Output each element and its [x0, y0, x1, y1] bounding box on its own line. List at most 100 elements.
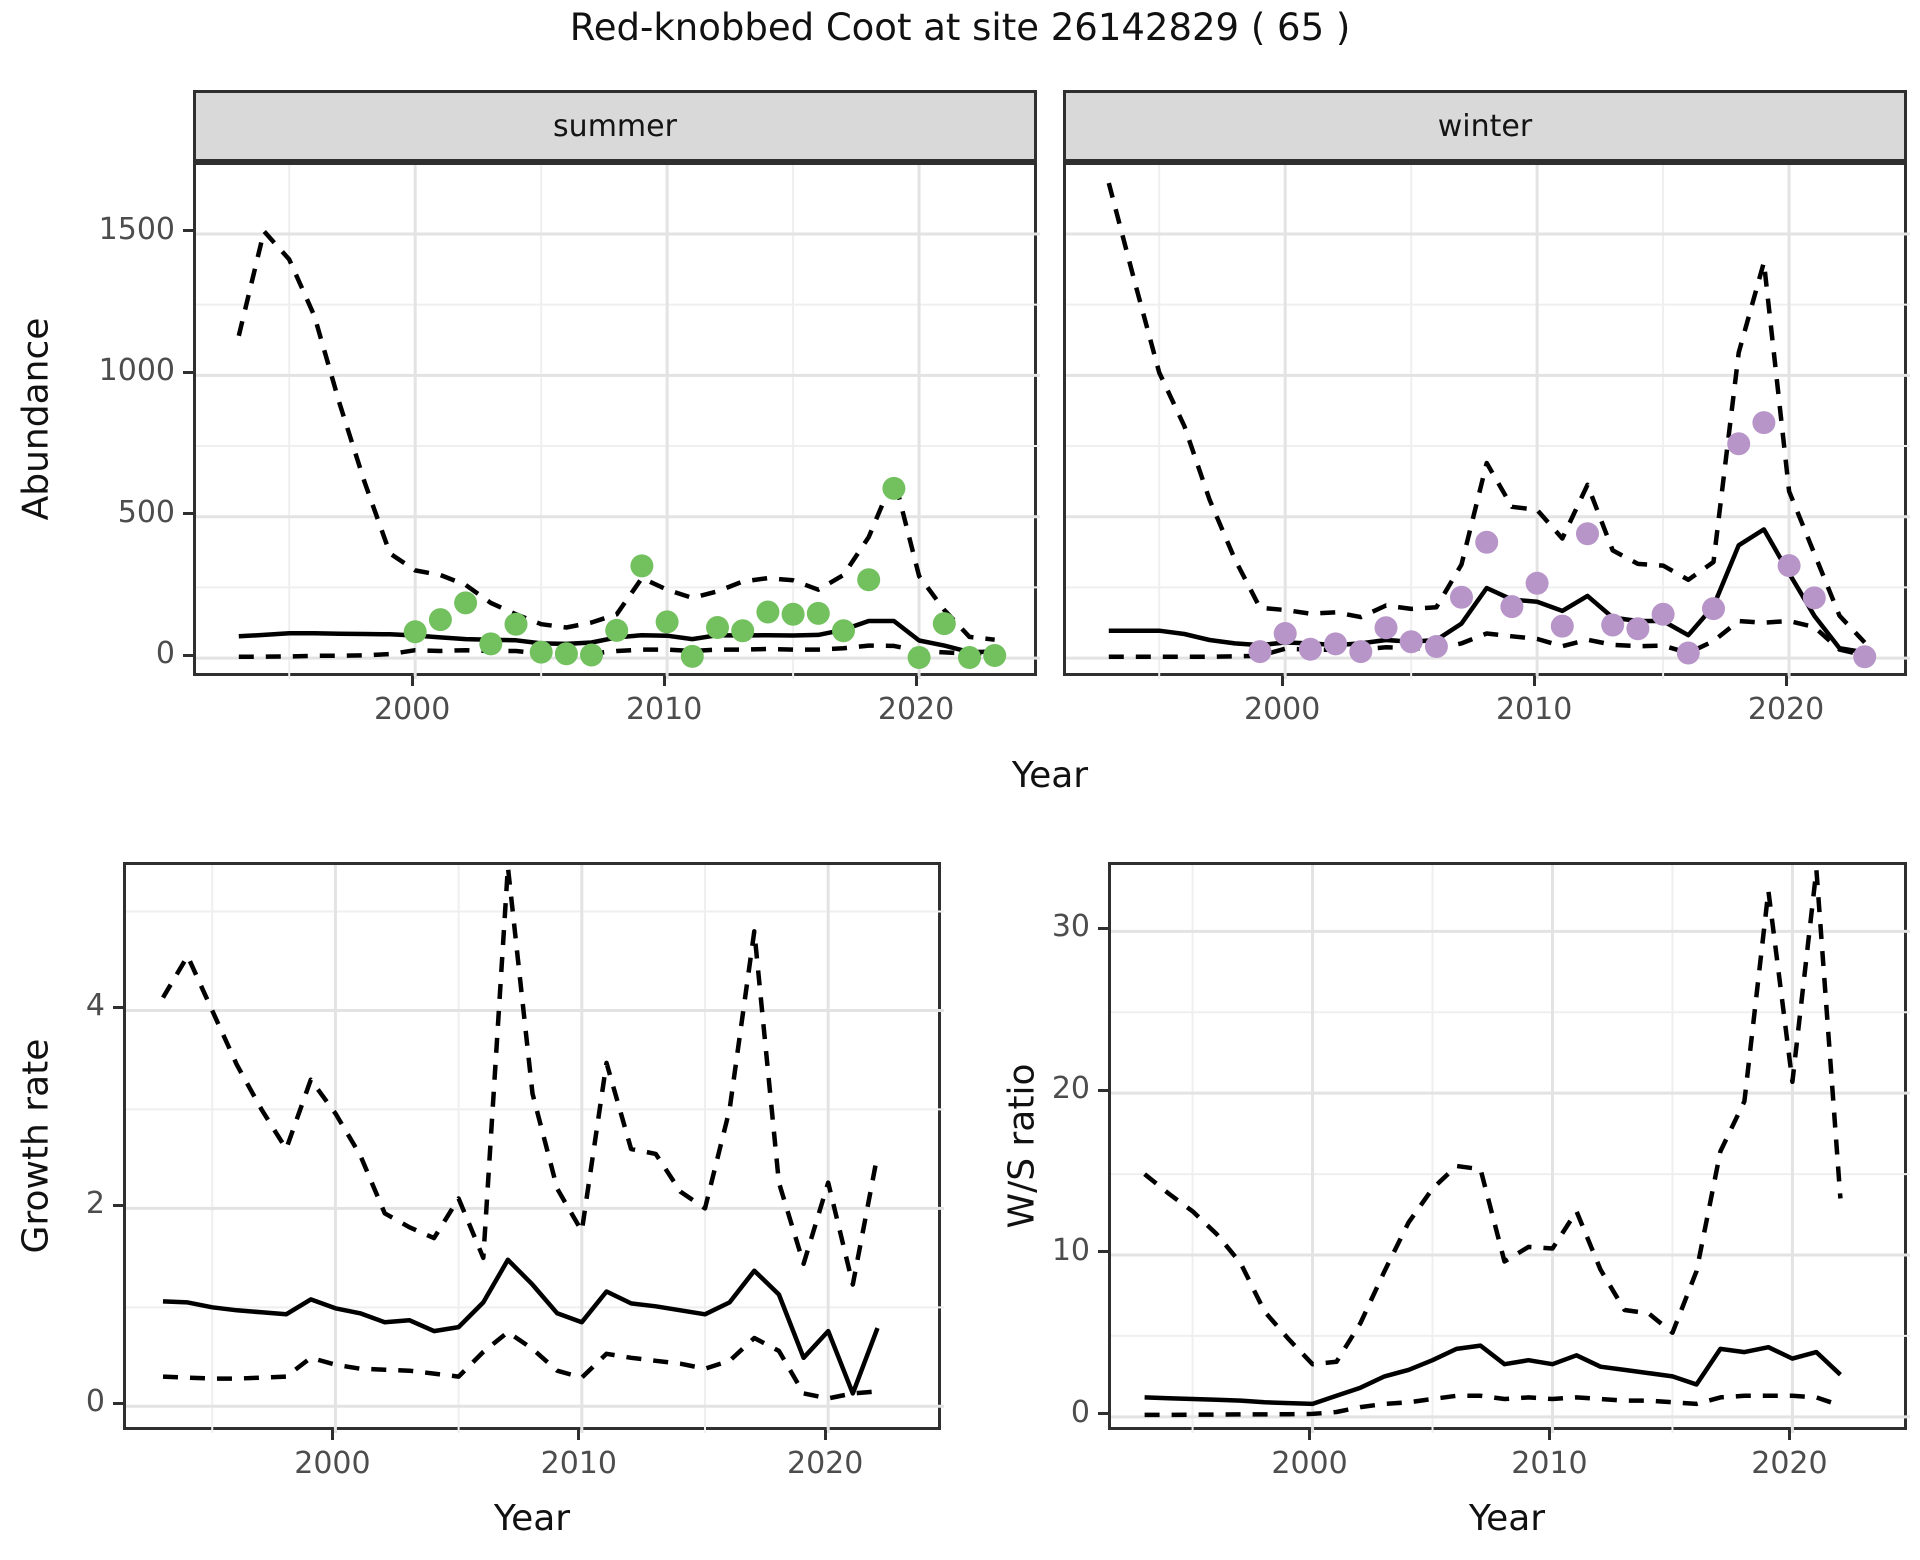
- x-tick-mark: [662, 676, 666, 686]
- panel-summer-abundance: [193, 162, 1040, 679]
- winter-observed-point: [1576, 522, 1599, 546]
- y-tick-mark: [113, 1203, 123, 1207]
- x-axis-title-year-growth: Year: [493, 1498, 571, 1539]
- growth-lower-CI-line: [162, 1329, 878, 1401]
- summer-observed-point: [403, 620, 427, 644]
- y-tick-mark: [1098, 926, 1108, 930]
- y-tick-label: 0: [85, 1384, 105, 1420]
- summer-observed-point: [680, 644, 704, 668]
- y-tick-mark: [183, 653, 193, 657]
- summer-upper-CI-line: [236, 228, 995, 642]
- x-tick-mark: [1308, 1430, 1312, 1440]
- x-tick-mark: [410, 676, 414, 686]
- panel-winter-abundance: [1063, 162, 1910, 679]
- winter-observed-point: [1500, 595, 1524, 619]
- y-tick-mark: [1098, 1412, 1108, 1416]
- facet-strip-summer-label: summer: [553, 108, 677, 144]
- x-tick-label: 2000: [294, 1446, 371, 1481]
- winter-observed-point: [1702, 597, 1725, 621]
- ratio-modelled-mean-line: [1144, 1343, 1842, 1407]
- winter-observed-point: [1777, 554, 1801, 578]
- facet-strip-summer: summer: [193, 90, 1037, 162]
- summer-observed-point: [882, 476, 906, 500]
- x-tick-label: 2010: [1511, 1446, 1588, 1481]
- growth-modelled-mean-line: [162, 1257, 880, 1396]
- winter-upper-CI-line: [1106, 182, 1867, 645]
- y-tick-label: 1000: [98, 353, 175, 389]
- x-tick-label: 2020: [877, 692, 955, 727]
- summer-observed-point: [806, 601, 830, 625]
- winter-observed-point: [1424, 635, 1448, 658]
- winter-observed-point: [1550, 614, 1574, 638]
- y-tick-label: 4: [85, 988, 105, 1024]
- facet-strip-winter: winter: [1063, 90, 1907, 162]
- summer-observed-point: [428, 608, 452, 632]
- x-tick-mark: [914, 676, 918, 686]
- growth-upper-CI-line: [161, 865, 880, 1287]
- summer-observed-point: [832, 619, 855, 643]
- winter-observed-point: [1374, 616, 1398, 640]
- winter-observed-point: [1752, 411, 1776, 435]
- winter-observed-point: [1601, 613, 1625, 637]
- winter-observed-point: [1349, 640, 1373, 664]
- y-tick-mark: [183, 512, 193, 516]
- summer-lower-CI-line: [238, 643, 995, 659]
- winter-plot-area: [1066, 165, 1910, 679]
- x-tick-mark: [1547, 1430, 1551, 1440]
- x-tick-label: 2010: [1495, 692, 1573, 727]
- summer-plot-area: [196, 165, 1040, 679]
- x-tick-mark: [1787, 1430, 1791, 1440]
- facet-strip-winter-label: winter: [1437, 108, 1533, 144]
- y-tick-label: 30: [1051, 909, 1090, 945]
- x-tick-mark: [1532, 676, 1536, 686]
- x-tick-mark: [1784, 676, 1788, 686]
- summer-observed-point: [454, 591, 478, 615]
- summer-observed-point: [731, 619, 755, 643]
- winter-observed-point: [1651, 602, 1675, 626]
- winter-observed-point: [1248, 640, 1272, 664]
- y-tick-label: 10: [1051, 1232, 1090, 1268]
- y-tick-label: 2: [85, 1186, 105, 1222]
- summer-observed-point: [706, 616, 729, 639]
- winter-observed-point: [1324, 632, 1348, 656]
- summer-observed-point: [504, 612, 528, 636]
- x-axis-title-year-top: Year: [1011, 755, 1089, 796]
- x-tick-label: 2010: [540, 1446, 617, 1481]
- winter-observed-point: [1475, 530, 1499, 554]
- panel-growth-rate: [123, 862, 944, 1433]
- y-tick-label: 1500: [98, 211, 175, 247]
- y-tick-mark: [183, 370, 193, 374]
- winter-observed-point: [1273, 622, 1297, 645]
- summer-observed-point: [958, 646, 981, 669]
- x-tick-label: 2000: [1271, 1446, 1348, 1481]
- winter-observed-point: [1802, 586, 1826, 610]
- winter-observed-point: [1626, 617, 1650, 641]
- y-tick-mark: [1098, 1088, 1108, 1092]
- winter-observed-point: [1676, 641, 1700, 665]
- y-tick-label: 0: [155, 636, 175, 672]
- summer-observed-point: [554, 642, 578, 666]
- y-tick-mark: [1098, 1250, 1108, 1254]
- x-tick-mark: [823, 1430, 827, 1440]
- x-tick-label: 2000: [374, 692, 451, 727]
- summer-observed-point: [756, 600, 780, 624]
- summer-observed-point: [655, 610, 679, 634]
- x-tick-label: 2000: [1244, 692, 1321, 727]
- x-axis-title-year-ratio: Year: [1468, 1498, 1546, 1539]
- winter-observed-point: [1399, 630, 1423, 654]
- y-tick-label: 0: [1070, 1394, 1090, 1430]
- ratio-plot-area: [1111, 865, 1910, 1433]
- summer-observed-point: [529, 640, 553, 664]
- summer-observed-point: [781, 602, 805, 626]
- y-tick-mark: [113, 1401, 123, 1405]
- x-tick-mark: [330, 1430, 334, 1440]
- ratio-lower-CI-line: [1144, 1393, 1842, 1418]
- ratio-upper-CI-line: [1143, 867, 1843, 1367]
- y-tick-label: 20: [1051, 1071, 1090, 1107]
- growth-plot-area: [126, 865, 944, 1433]
- summer-observed-point: [630, 554, 654, 578]
- chart-title: Red-knobbed Coot at site 26142829 ( 65 ): [569, 6, 1351, 49]
- summer-observed-point: [605, 618, 629, 642]
- winter-observed-point: [1727, 432, 1751, 456]
